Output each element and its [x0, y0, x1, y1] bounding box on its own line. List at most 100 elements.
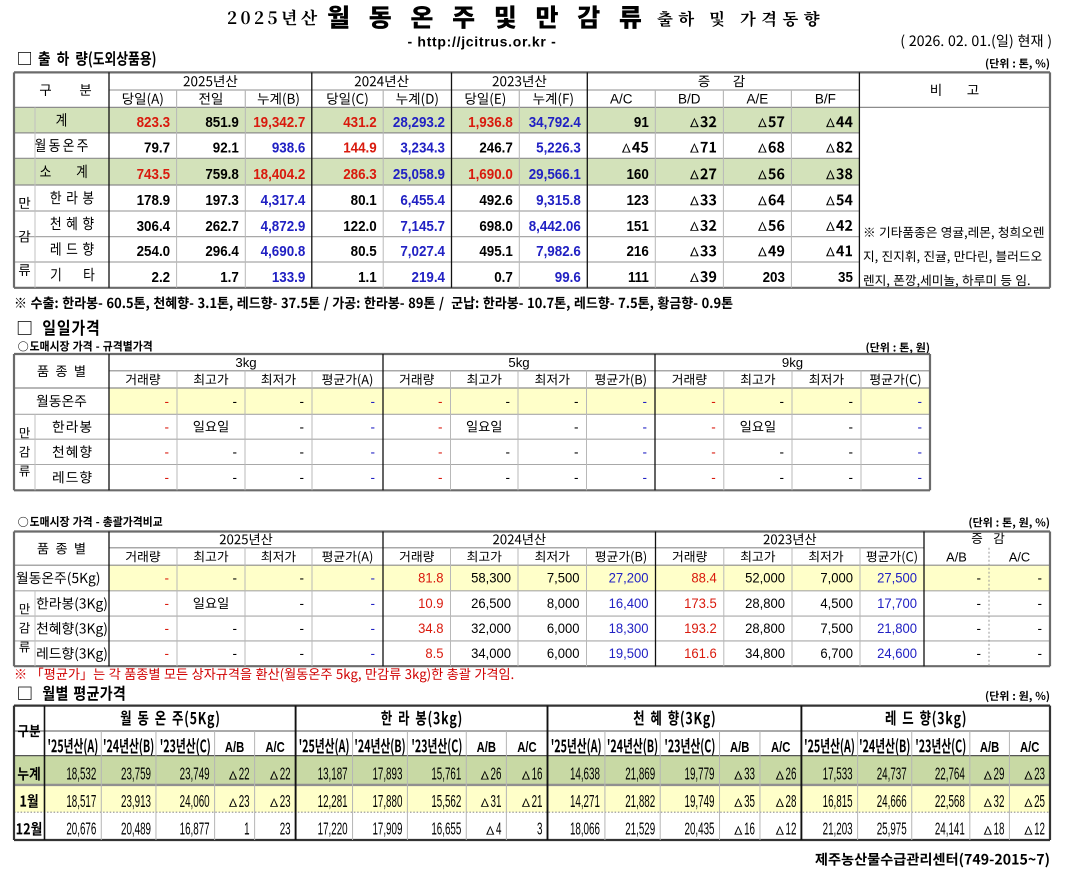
svg-text:-: - — [918, 445, 923, 460]
svg-text:4,872.9: 4,872.9 — [261, 217, 306, 234]
svg-text:14,271: 14,271 — [570, 792, 600, 812]
svg-text:-: - — [918, 419, 923, 434]
svg-text:123: 123 — [626, 192, 649, 209]
svg-text:7,982.6: 7,982.6 — [536, 243, 581, 260]
svg-text:-: - — [574, 394, 579, 409]
svg-text:5,226.3: 5,226.3 — [536, 139, 581, 156]
svg-text:8,000: 8,000 — [547, 596, 580, 611]
svg-text:306.4: 306.4 — [137, 217, 171, 234]
svg-text:743.5: 743.5 — [137, 166, 171, 183]
svg-text:133.9: 133.9 — [272, 269, 306, 286]
svg-text:80.5: 80.5 — [351, 243, 377, 260]
svg-text:-: - — [371, 445, 376, 460]
svg-text:254.0: 254.0 — [137, 243, 171, 260]
svg-text:A/C: A/C — [1009, 549, 1030, 564]
svg-text:-: - — [711, 419, 716, 434]
svg-text:35: 35 — [838, 269, 853, 286]
svg-text:851.9: 851.9 — [205, 114, 239, 131]
svg-text:6,000: 6,000 — [547, 621, 580, 636]
svg-text:28,800: 28,800 — [745, 621, 785, 636]
svg-text:-: - — [300, 470, 305, 485]
svg-text:8,442.06: 8,442.06 — [529, 217, 581, 234]
svg-text:-: - — [780, 445, 785, 460]
svg-text:-: - — [371, 470, 376, 485]
svg-text:938.6: 938.6 — [272, 139, 306, 156]
svg-text:-: - — [918, 394, 923, 409]
svg-text:28,800: 28,800 — [745, 596, 785, 611]
svg-text:A/B: A/B — [946, 549, 967, 564]
svg-text:17,880: 17,880 — [372, 792, 402, 812]
svg-text:1.7: 1.7 — [220, 269, 239, 286]
svg-text:2.2: 2.2 — [152, 269, 171, 286]
svg-text:-: - — [165, 394, 170, 409]
svg-text:32,000: 32,000 — [471, 621, 511, 636]
svg-text:-: - — [849, 394, 854, 409]
svg-text:178.9: 178.9 — [137, 192, 171, 209]
svg-text:A/C: A/C — [265, 739, 285, 756]
svg-text:-: - — [643, 394, 648, 409]
svg-text:-: - — [977, 596, 982, 611]
svg-text:17,909: 17,909 — [372, 820, 402, 840]
svg-text:19,500: 19,500 — [609, 646, 649, 661]
svg-text:431.2: 431.2 — [343, 114, 377, 131]
svg-text:27,500: 27,500 — [877, 570, 917, 585]
svg-text:-: - — [918, 470, 923, 485]
svg-text:-: - — [371, 571, 376, 586]
svg-text:4: 4 — [496, 820, 502, 840]
svg-text:-: - — [711, 445, 716, 460]
svg-text:-: - — [849, 419, 854, 434]
svg-text:1,690.0: 1,690.0 — [468, 166, 513, 183]
svg-text:21,882: 21,882 — [625, 792, 655, 812]
svg-text:22: 22 — [239, 765, 250, 785]
svg-text:18: 18 — [994, 820, 1005, 840]
svg-text:17,700: 17,700 — [877, 596, 917, 611]
svg-text:3: 3 — [537, 820, 543, 840]
svg-text:111: 111 — [628, 269, 649, 286]
svg-text:16: 16 — [744, 820, 755, 840]
svg-text:A/C: A/C — [517, 739, 537, 756]
svg-text:-: - — [438, 445, 443, 460]
svg-text:23: 23 — [280, 820, 291, 840]
svg-text:1: 1 — [244, 820, 250, 840]
svg-text:-: - — [977, 646, 982, 661]
svg-text:-: - — [1038, 621, 1043, 636]
svg-text:14,638: 14,638 — [570, 765, 600, 785]
svg-text:18,300: 18,300 — [609, 621, 649, 636]
svg-text:-: - — [506, 470, 511, 485]
svg-text:99.6: 99.6 — [555, 269, 581, 286]
svg-text:-: - — [233, 571, 238, 586]
svg-text:0.7: 0.7 — [494, 269, 513, 286]
svg-text:-: - — [849, 470, 854, 485]
svg-text:216: 216 — [626, 243, 649, 260]
svg-text:151: 151 — [626, 217, 649, 234]
svg-text:91: 91 — [634, 114, 649, 131]
svg-text:4,500: 4,500 — [820, 596, 853, 611]
svg-text:-: - — [711, 394, 716, 409]
svg-text:-: - — [233, 646, 238, 661]
svg-text:4,317.4: 4,317.4 — [261, 192, 306, 209]
svg-text:-: - — [300, 596, 305, 611]
svg-text:A/C: A/C — [771, 739, 791, 756]
svg-text:26,500: 26,500 — [471, 596, 511, 611]
svg-text:80.1: 80.1 — [351, 192, 377, 209]
svg-text:79.7: 79.7 — [144, 139, 170, 156]
svg-text:-: - — [574, 445, 579, 460]
svg-text:A/C: A/C — [1020, 739, 1040, 756]
svg-text:-: - — [780, 470, 785, 485]
svg-text:19,749: 19,749 — [685, 792, 715, 812]
svg-text:28: 28 — [786, 792, 797, 812]
svg-text:- http://jcitrus.or.kr -: - http://jcitrus.or.kr - — [407, 34, 556, 50]
svg-text:1.1: 1.1 — [358, 269, 377, 286]
svg-text:26: 26 — [786, 765, 797, 785]
svg-text:17,893: 17,893 — [372, 765, 402, 785]
svg-text:-: - — [574, 419, 579, 434]
svg-text:23: 23 — [1034, 765, 1045, 785]
svg-text:193.2: 193.2 — [684, 621, 717, 636]
svg-text:24,666: 24,666 — [877, 792, 907, 812]
svg-text:197.3: 197.3 — [205, 192, 239, 209]
svg-text:122.0: 122.0 — [343, 217, 377, 234]
svg-text:-: - — [574, 470, 579, 485]
svg-text:12,281: 12,281 — [318, 792, 348, 812]
svg-text:6,455.4: 6,455.4 — [400, 192, 445, 209]
svg-text:-: - — [780, 394, 785, 409]
